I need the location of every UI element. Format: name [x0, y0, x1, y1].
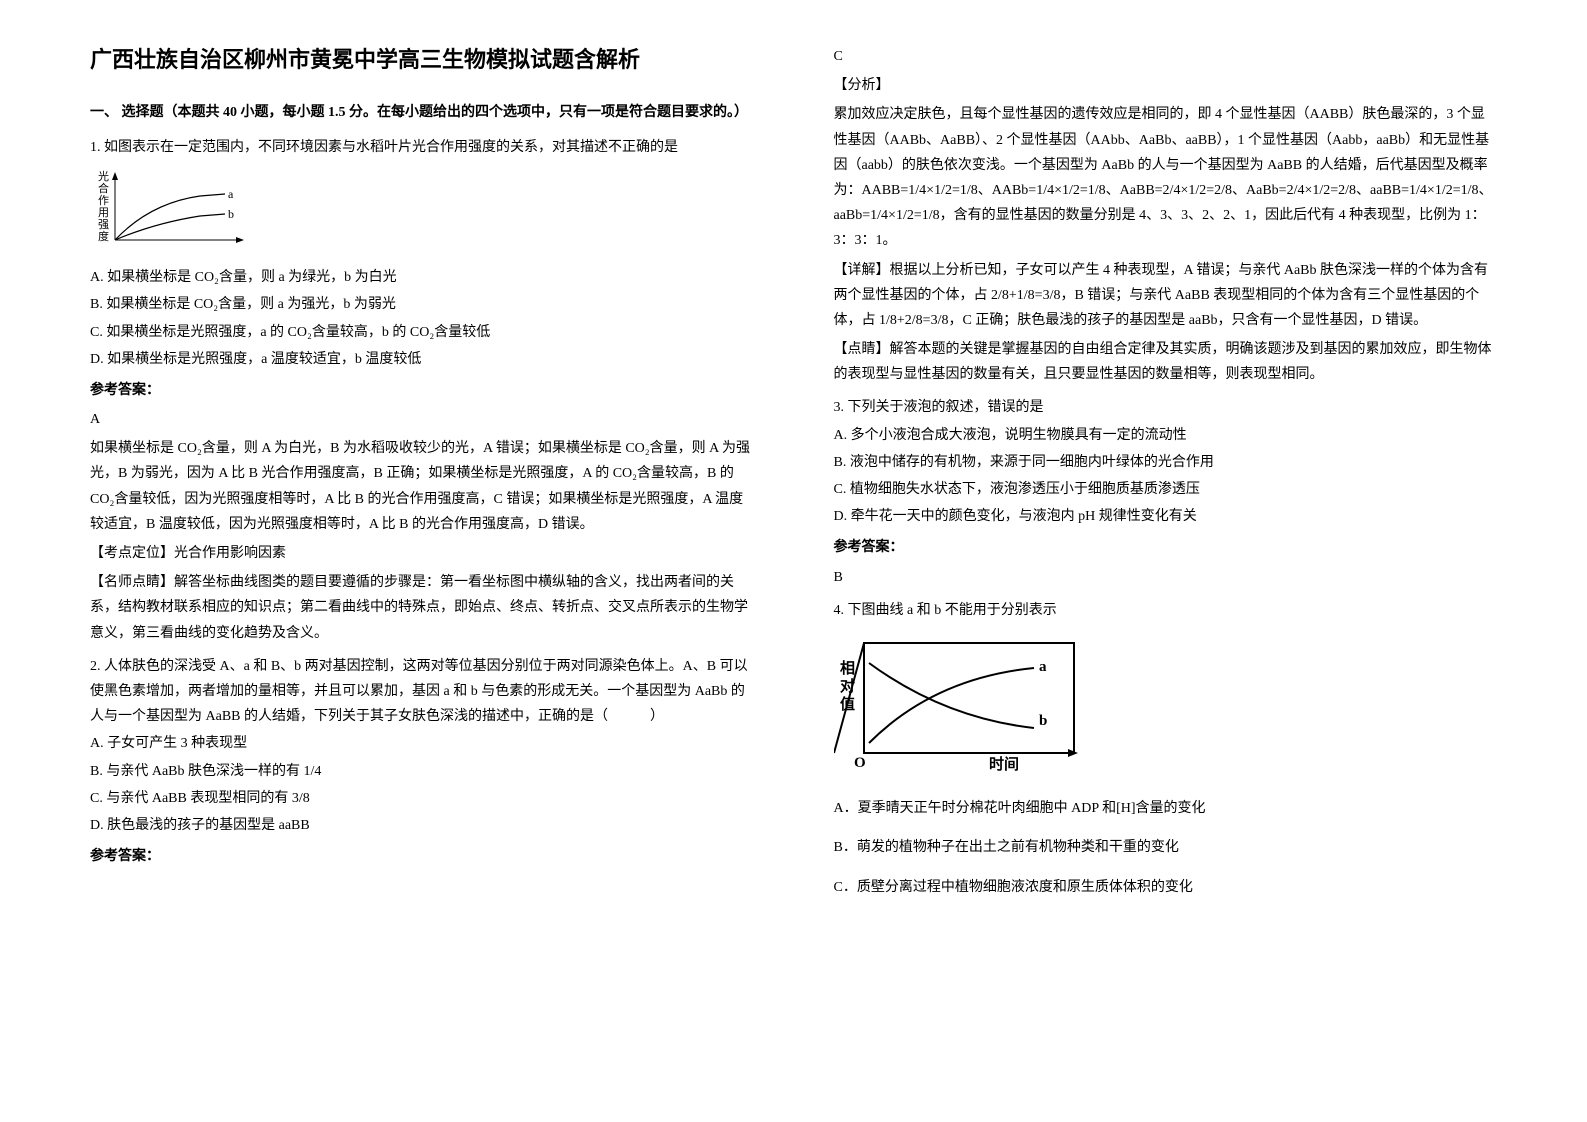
- q1-opt-c: C. 如果横坐标是光照强度，a 的 CO₂含量较高，b 的 CO₂含量较低: [90, 320, 754, 345]
- q2-opt-d: D. 肤色最浅的孩子的基因型是 aaBB: [90, 813, 754, 838]
- q2-analysis-label: 【分析】: [834, 73, 1498, 98]
- q3-answer-label: 参考答案：: [834, 535, 1498, 560]
- q1-chart-ylabel-2: 合: [98, 181, 109, 195]
- right-column: C 【分析】 累加效应决定肤色，且每个显性基因的遗传效应是相同的，即 4 个显性…: [794, 40, 1528, 1082]
- q2-analysis: 累加效应决定肤色，且每个显性基因的遗传效应是相同的，即 4 个显性基因（AABB…: [834, 102, 1498, 253]
- q2-opt-c: C. 与亲代 AaBB 表现型相同的有 3/8: [90, 786, 754, 811]
- q1-explain: 如果横坐标是 CO₂含量，则 A 为白光，B 为水稻吸收较少的光，A 错误；如果…: [90, 436, 754, 537]
- q3-opt-b: B. 液泡中储存的有机物，来源于同一细胞内叶绿体的光合作用: [834, 450, 1498, 475]
- q1-y-arrow: [112, 172, 118, 180]
- q4-stem: 4. 下图曲线 a 和 b 不能用于分别表示: [834, 598, 1498, 623]
- q1-stem: 1. 如图表示在一定范围内，不同环境因素与水稻叶片光合作用强度的关系，对其描述不…: [90, 135, 754, 160]
- q1-answer: A: [90, 407, 754, 432]
- q1-chart-ylabel-3: 作: [98, 194, 109, 207]
- q4-opt-b: B．萌发的植物种子在出土之前有机物种类和干重的变化: [834, 835, 1498, 860]
- q4-opt-a: A．夏季晴天正午时分棉花叶肉细胞中 ADP 和[H]含量的变化: [834, 796, 1498, 821]
- page-title: 广西壮族自治区柳州市黄冕中学高三生物模拟试题含解析: [90, 40, 754, 80]
- q1-chart: 光 合 作 用 强 度 a b: [90, 168, 754, 257]
- q1-opt-a: A. 如果横坐标是 CO₂含量，则 a 为绿光，b 为白光: [90, 265, 754, 290]
- q4-chart-svg: 相 对 值 a b O 时间: [834, 633, 1094, 773]
- q3-opt-a: A. 多个小液泡合成大液泡，说明生物膜具有一定的流动性: [834, 423, 1498, 448]
- q4-xlabel: 时间: [989, 755, 1019, 773]
- q3-opt-d: D. 牵牛花一天中的颜色变化，与液泡内 pH 规律性变化有关: [834, 504, 1498, 529]
- q4-ylabel-1: 相: [840, 659, 855, 677]
- q4-label-b: b: [1039, 713, 1047, 729]
- q1-curve-b: [115, 214, 225, 240]
- q1-x-arrow: [236, 237, 244, 243]
- q2-opt-a: A. 子女可产生 3 种表现型: [90, 731, 754, 756]
- q1-chart-ylabel-4: 用: [98, 207, 109, 219]
- q1-answer-label: 参考答案：: [90, 378, 754, 403]
- q3-answer: B: [834, 565, 1498, 590]
- q2-stem: 2. 人体肤色的深浅受 A、a 和 B、b 两对基因控制，这两对等位基因分别位于…: [90, 654, 754, 730]
- q2-point: 【点睛】解答本题的关键是掌握基因的自由组合定律及其实质，明确该题涉及到基因的累加…: [834, 337, 1498, 387]
- section-one-head: 一、 选择题（本题共 40 小题，每小题 1.5 分。在每小题给出的四个选项中，…: [90, 100, 754, 125]
- q2-detail: 【详解】根据以上分析已知，子女可以产生 4 种表现型，A 错误；与亲代 AaBb…: [834, 258, 1498, 334]
- q1-chart-ylabel-1: 光: [98, 169, 109, 183]
- q2-opt-b: B. 与亲代 AaBb 肤色深浅一样的有 1/4: [90, 759, 754, 784]
- q1-chart-svg: 光 合 作 用 强 度 a b: [90, 168, 250, 248]
- q3-stem: 3. 下列关于液泡的叙述，错误的是: [834, 395, 1498, 420]
- q2-answer-label: 参考答案：: [90, 844, 754, 869]
- q1-opt-d: D. 如果横坐标是光照强度，a 温度较适宜，b 温度较低: [90, 347, 754, 372]
- q4-label-a: a: [1039, 659, 1047, 675]
- q1-chart-ylabel-6: 度: [98, 229, 109, 243]
- q4-curve-b: [869, 663, 1034, 728]
- q1-tip: 【名师点睛】解答坐标曲线图类的题目要遵循的步骤是：第一看坐标图中横纵轴的含义，找…: [90, 570, 754, 646]
- q1-chart-ylabel-5: 强: [98, 219, 109, 231]
- q1-label-a: a: [228, 187, 234, 201]
- q4-chart: 相 对 值 a b O 时间: [834, 633, 1498, 782]
- left-column: 广西壮族自治区柳州市黄冕中学高三生物模拟试题含解析 一、 选择题（本题共 40 …: [60, 40, 794, 1082]
- q3-opt-c: C. 植物细胞失水状态下，液泡渗透压小于细胞质基质渗透压: [834, 477, 1498, 502]
- q2-answer: C: [834, 44, 1498, 69]
- q1-topic: 【考点定位】光合作用影响因素: [90, 541, 754, 566]
- q4-y-axis: [834, 643, 864, 753]
- q1-label-b: b: [228, 207, 234, 221]
- q4-origin: O: [854, 755, 866, 771]
- q4-opt-c: C．质壁分离过程中植物细胞液浓度和原生质体体积的变化: [834, 875, 1498, 900]
- q1-opt-b: B. 如果横坐标是 CO₂含量，则 a 为强光，b 为弱光: [90, 292, 754, 317]
